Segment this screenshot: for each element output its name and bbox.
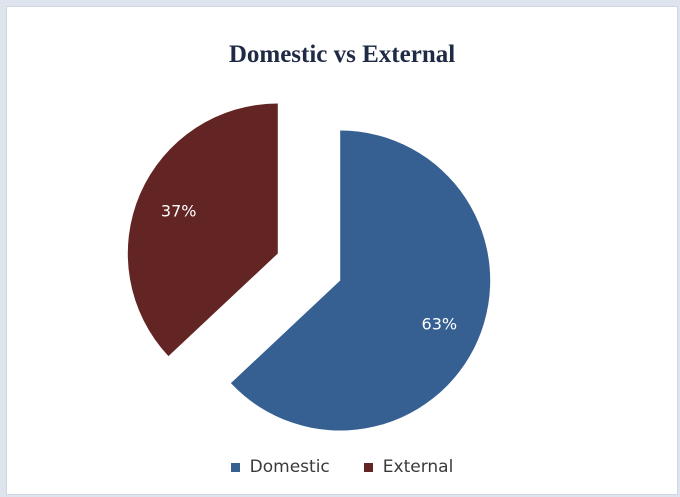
legend-swatch-domestic — [230, 462, 240, 472]
legend-swatch-external — [363, 462, 373, 472]
chart-title: Domestic vs External — [228, 41, 456, 68]
data-label-domestic: 63% — [422, 314, 458, 333]
chart-frame: Domestic vs External 63% 37% Domestic Ext… — [6, 6, 678, 495]
legend-item-domestic: Domestic — [230, 457, 330, 477]
legend-label-external: External — [382, 457, 454, 477]
legend-label-domestic: Domestic — [249, 457, 330, 477]
pie-slice-external — [127, 103, 278, 357]
pie-slice-domestic — [230, 130, 491, 431]
data-label-external: 37% — [161, 202, 197, 221]
legend-item-external: External — [363, 457, 454, 477]
pie-chart: 63% 37% — [127, 103, 491, 431]
legend: Domestic External — [7, 457, 677, 477]
